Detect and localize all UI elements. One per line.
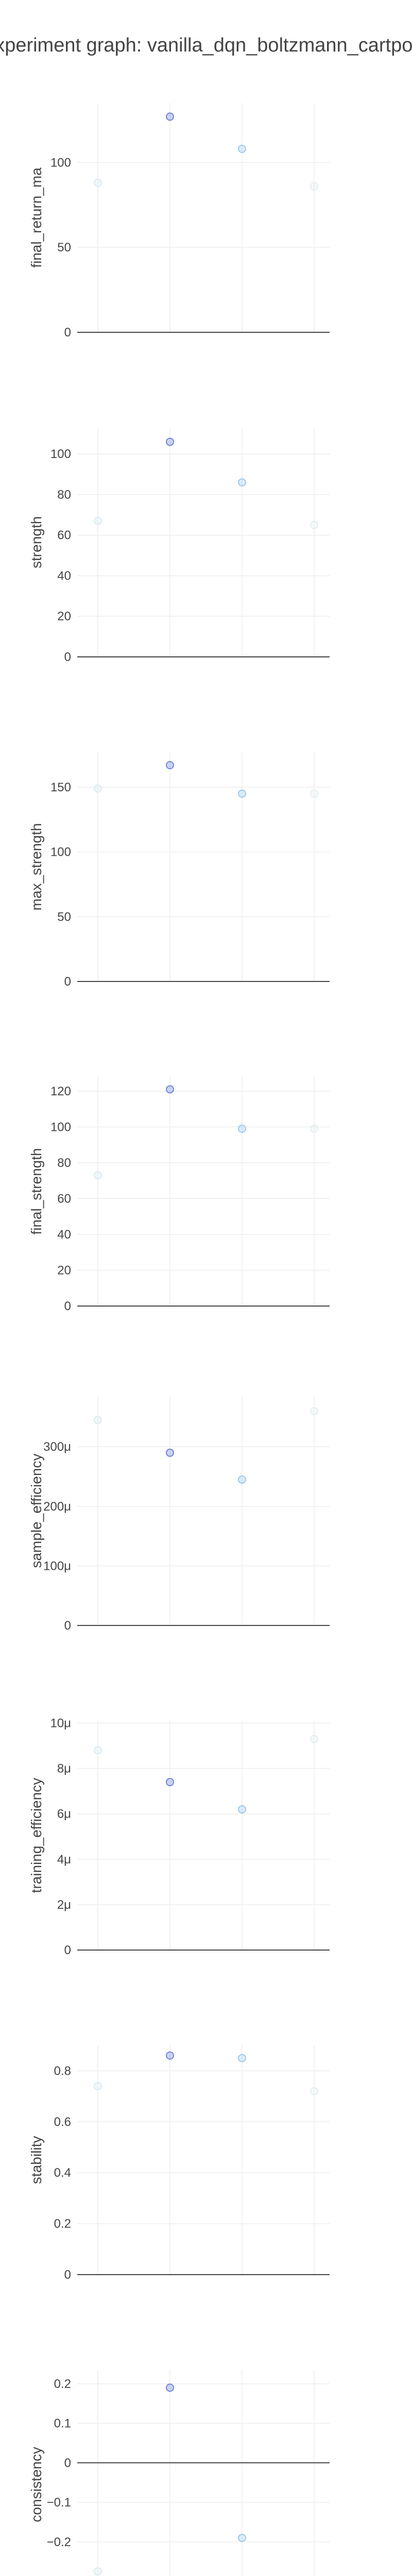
y-tick-label: 300μ — [43, 1440, 71, 1454]
y-tick-label: −0.1 — [47, 2496, 71, 2510]
data-point — [238, 2054, 246, 2062]
subplot-3: 0 50 100 150 max_strength — [28, 752, 330, 989]
subplot-1: 0 50 100 final_return_ma — [28, 103, 330, 340]
y-tick-label: 80 — [57, 488, 71, 502]
data-point — [94, 517, 102, 526]
data-point — [310, 182, 318, 191]
data-point — [166, 2383, 174, 2392]
data-point — [166, 437, 174, 446]
subplots: 0 50 100 final_return_ma 0 20 40 60 80 100 strengt… — [28, 103, 330, 2576]
y-axis-label: consistency — [28, 2447, 44, 2522]
y-tick-label: 0 — [64, 326, 71, 340]
subplot-2: 0 20 40 60 80 100 strength — [28, 428, 330, 664]
data-point — [310, 1735, 318, 1743]
data-point — [238, 1805, 246, 1814]
y-tick-label: 0 — [64, 2456, 71, 2470]
y-tick-label: 0.2 — [54, 2217, 71, 2231]
y-tick-label: 50 — [57, 910, 71, 924]
data-point — [166, 1448, 174, 1457]
y-tick-label: 80 — [57, 1156, 71, 1170]
data-point — [310, 2087, 318, 2095]
y-axis-label: sample_efficiency — [28, 1453, 44, 1568]
y-tick-label: 100 — [50, 1120, 71, 1134]
y-tick-label: −0.2 — [47, 2535, 71, 2549]
y-tick-label: 0.8 — [54, 2064, 71, 2078]
data-point — [238, 1475, 246, 1484]
data-point — [238, 789, 246, 798]
data-point — [310, 1124, 318, 1133]
y-tick-label: 0.4 — [54, 2166, 71, 2180]
y-tick-label: 50 — [57, 241, 71, 255]
data-point — [94, 2082, 102, 2091]
y-tick-label: 200μ — [43, 1500, 71, 1514]
y-tick-label: 8μ — [57, 1762, 71, 1776]
data-point — [166, 1777, 174, 1786]
y-axis-label: max_strength — [28, 823, 44, 911]
y-tick-label: 2μ — [57, 1898, 71, 1912]
y-tick-label: 6μ — [57, 1807, 71, 1821]
y-tick-label: 4μ — [57, 1853, 71, 1867]
data-point — [94, 784, 102, 793]
y-tick-label: 120 — [50, 1084, 71, 1098]
y-tick-label: 10μ — [50, 1716, 71, 1730]
data-point — [166, 2051, 174, 2060]
subplot-8: −0.3 −0.2 −0.1 0 0.1 0.2 consistency — [28, 2370, 330, 2576]
y-tick-label: 100μ — [43, 1559, 71, 1573]
y-axis-label: training_efficiency — [28, 1778, 44, 1893]
y-tick-label: 100 — [50, 447, 71, 461]
y-tick-label: 0 — [64, 1619, 71, 1633]
y-tick-label: 150 — [50, 781, 71, 794]
y-tick-label: 0.6 — [54, 2115, 71, 2129]
data-point — [238, 2534, 246, 2543]
y-tick-label: 20 — [57, 1263, 71, 1277]
y-axis-label: strength — [28, 516, 44, 568]
subplot-6: 0 2μ 4μ 6μ 8μ 10μ training_efficiency — [28, 1716, 330, 1957]
y-tick-label: 100 — [50, 845, 71, 859]
y-tick-label: 0.1 — [54, 2417, 71, 2431]
y-tick-label: 0 — [64, 2268, 71, 2282]
y-tick-label: 0 — [64, 1299, 71, 1313]
y-tick-label: 40 — [57, 1228, 71, 1242]
data-point — [94, 2567, 102, 2576]
y-tick-label: 0 — [64, 1943, 71, 1957]
data-point — [238, 1124, 246, 1133]
y-tick-label: 0.2 — [54, 2377, 71, 2391]
y-tick-label: 20 — [57, 609, 71, 623]
y-tick-label: 60 — [57, 1192, 71, 1206]
data-point — [238, 478, 246, 487]
data-point — [166, 112, 174, 121]
data-point — [166, 761, 174, 770]
y-tick-label: 60 — [57, 529, 71, 543]
y-tick-label: 0 — [64, 650, 71, 664]
data-point — [310, 789, 318, 798]
data-point — [94, 1746, 102, 1755]
y-axis-label: stability — [28, 2136, 44, 2184]
data-point — [310, 1406, 318, 1415]
data-point — [166, 1085, 174, 1094]
subplot-4: 0 20 40 60 80 100 120 final_strength — [28, 1077, 330, 1313]
data-point — [94, 1171, 102, 1180]
data-point — [310, 521, 318, 530]
y-tick-label: −0.3 — [47, 2574, 71, 2576]
y-axis-label: final_return_ma — [28, 167, 44, 268]
data-point — [94, 1416, 102, 1425]
y-tick-label: 100 — [50, 156, 71, 170]
y-tick-label: 0 — [64, 975, 71, 989]
y-tick-label: 40 — [57, 569, 71, 583]
data-point — [238, 145, 246, 153]
chart-title: experiment graph: vanilla_dqn_boltzmann_… — [0, 35, 412, 56]
data-point — [94, 178, 102, 187]
y-axis-label: final_strength — [28, 1148, 44, 1234]
subplot-7: 0 0.2 0.4 0.6 0.8 stability — [28, 2045, 330, 2282]
